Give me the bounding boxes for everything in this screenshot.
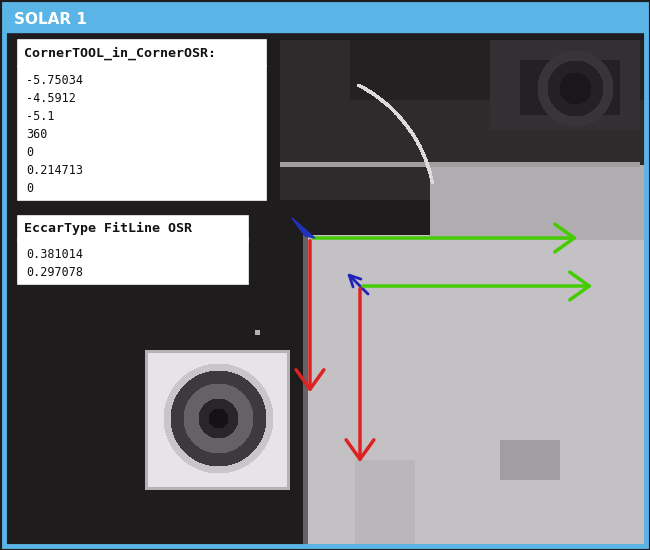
Text: -5.1: -5.1 [26,110,55,123]
Text: 0: 0 [26,146,33,159]
Text: 0.214713: 0.214713 [26,164,83,177]
Bar [18,240,248,284]
Text: EccarType FitLine OSR: EccarType FitLine OSR [24,222,192,234]
Text: 0.297078: 0.297078 [26,266,83,279]
Text: 0.381014: 0.381014 [26,248,83,261]
Bar [18,40,266,66]
Polygon shape [292,218,315,238]
Text: -4.5912: -4.5912 [26,92,76,105]
Bar [18,216,248,240]
Text: SOLAR 1: SOLAR 1 [14,13,87,28]
Text: -5.75034: -5.75034 [26,74,83,87]
Text: 360: 360 [26,128,47,141]
Text: CornerTOOL_in_CornerOSR:: CornerTOOL_in_CornerOSR: [24,46,216,60]
Bar [4,4,646,32]
Bar [18,66,266,200]
Text: 0: 0 [26,182,33,195]
